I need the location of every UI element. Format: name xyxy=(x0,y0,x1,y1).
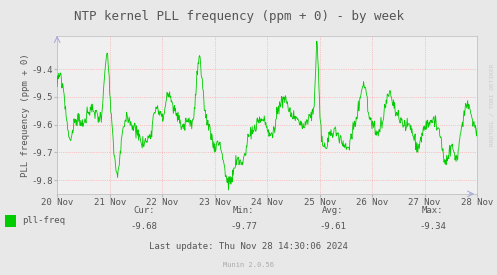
Text: Munin 2.0.56: Munin 2.0.56 xyxy=(223,262,274,268)
Text: Last update: Thu Nov 28 14:30:06 2024: Last update: Thu Nov 28 14:30:06 2024 xyxy=(149,242,348,251)
Text: -9.68: -9.68 xyxy=(131,222,158,231)
Text: NTP kernel PLL frequency (ppm + 0) - by week: NTP kernel PLL frequency (ppm + 0) - by … xyxy=(74,10,404,23)
Text: Min:: Min: xyxy=(233,206,254,215)
Text: Max:: Max: xyxy=(421,206,443,215)
Text: Cur:: Cur: xyxy=(133,206,155,215)
Text: RRDTOOL / TOBI OETIKER: RRDTOOL / TOBI OETIKER xyxy=(490,63,495,146)
Text: Avg:: Avg: xyxy=(322,206,344,215)
Text: -9.61: -9.61 xyxy=(320,222,346,231)
Text: -9.34: -9.34 xyxy=(419,222,446,231)
Text: pll-freq: pll-freq xyxy=(22,216,65,225)
Y-axis label: PLL frequency (ppm + 0): PLL frequency (ppm + 0) xyxy=(21,53,30,177)
Text: -9.77: -9.77 xyxy=(230,222,257,231)
